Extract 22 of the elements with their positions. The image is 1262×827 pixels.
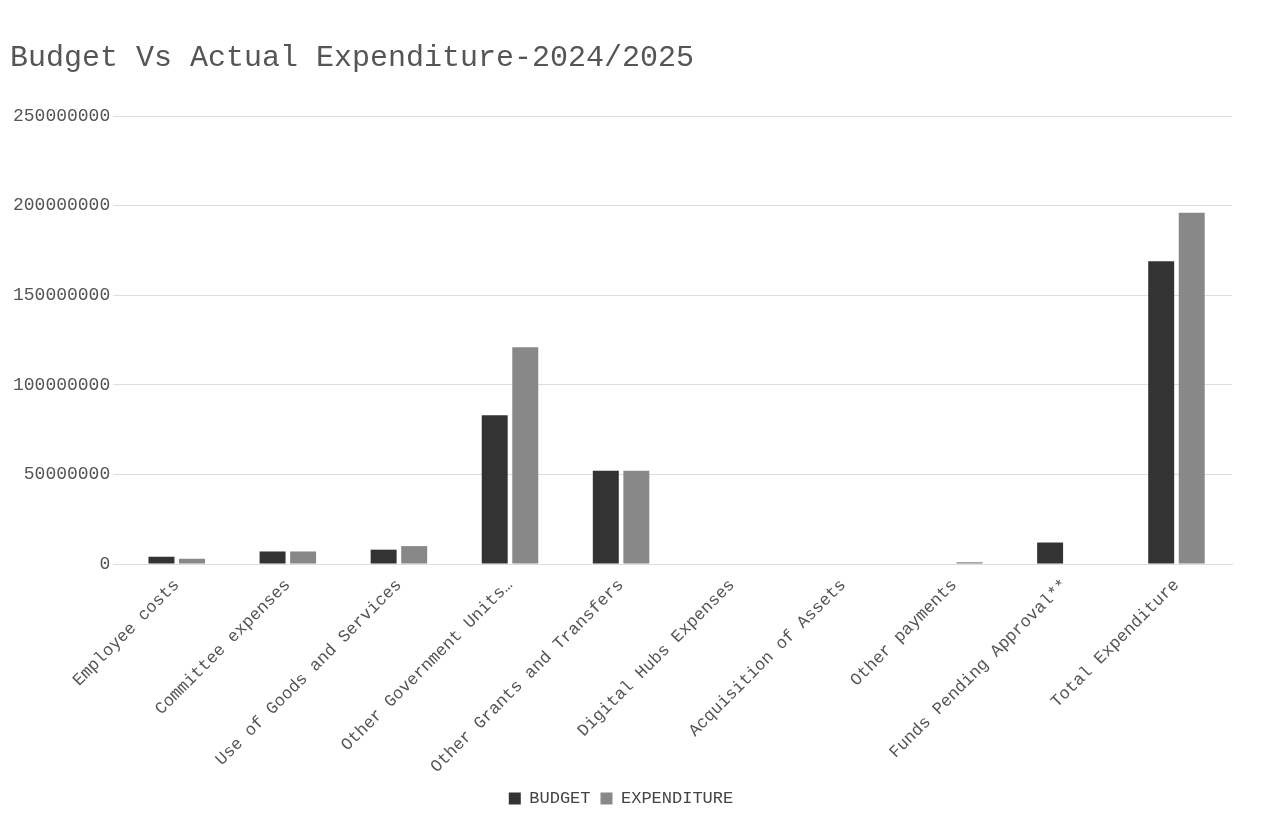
bar [481, 415, 508, 564]
bar [592, 470, 619, 564]
bar [370, 549, 397, 564]
y-tick-label: 0 [99, 553, 111, 574]
bar [1148, 261, 1175, 564]
bar [1037, 542, 1064, 564]
y-tick-label: 100000000 [13, 374, 111, 395]
bar [290, 551, 317, 564]
bar [148, 556, 175, 564]
bar [512, 347, 539, 564]
legend-label: EXPENDITURE [621, 789, 734, 808]
bar [623, 470, 650, 564]
bar [401, 546, 428, 564]
legend-label: BUDGET [529, 789, 591, 808]
bar [1178, 212, 1205, 564]
y-tick-label: 150000000 [13, 284, 111, 305]
bar [259, 551, 286, 564]
chart-title: Budget Vs Actual Expenditure-2024/2025 [10, 40, 695, 75]
bar [179, 558, 206, 564]
y-tick-label: 250000000 [13, 105, 111, 126]
y-tick-label: 200000000 [13, 195, 111, 216]
y-tick-label: 50000000 [23, 464, 111, 485]
